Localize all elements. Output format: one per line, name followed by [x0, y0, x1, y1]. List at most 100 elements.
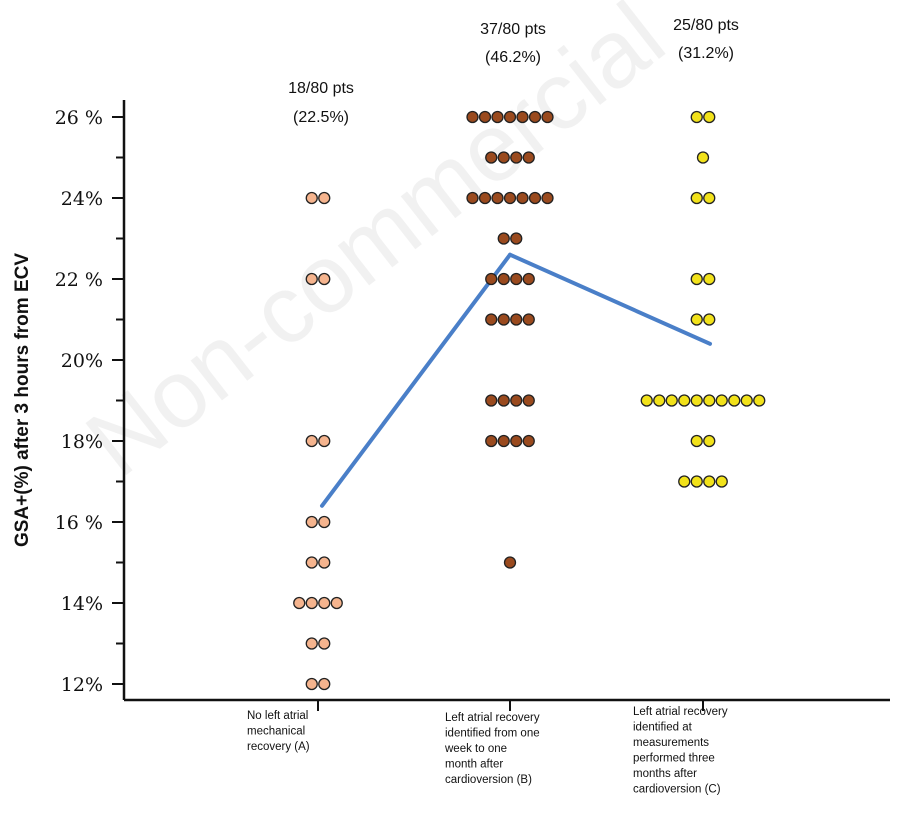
- watermark: Non-commercial: [67, 0, 684, 497]
- data-point: [510, 313, 523, 326]
- mean-line-segment: [508, 252, 712, 346]
- y-tick-label: 26 %: [55, 107, 103, 129]
- data-point: [478, 191, 492, 205]
- data-point: [503, 110, 517, 124]
- data-point: [478, 110, 492, 124]
- count-label: 37/80 pts: [480, 21, 546, 38]
- data-point: [690, 110, 703, 124]
- data-point: [690, 434, 703, 448]
- mean-line: [320, 252, 712, 508]
- data-point: [690, 394, 703, 407]
- data-point: [703, 313, 716, 326]
- data-point: [318, 637, 331, 650]
- data-point: [497, 313, 510, 326]
- data-point: [703, 110, 716, 124]
- y-ticks: 12% 14% 16 % 18% 20% 22 % 24% 26 %: [55, 107, 124, 696]
- data-point: [305, 515, 318, 529]
- y-tick-label: 18%: [61, 431, 103, 453]
- data-point: [690, 272, 703, 286]
- data-point: [305, 637, 318, 650]
- data-point: [318, 677, 331, 691]
- data-point: [522, 151, 535, 164]
- data-point: [491, 110, 504, 124]
- data-point: [485, 151, 498, 164]
- data-point: [503, 191, 517, 205]
- count-label: 18/80 pts: [288, 80, 354, 97]
- category-label: week to one: [444, 743, 507, 755]
- count-label: (22.5%): [293, 109, 349, 126]
- data-point: [522, 434, 535, 448]
- data-point: [305, 596, 318, 610]
- data-point: [485, 272, 498, 286]
- category-label: identified from one: [445, 728, 540, 740]
- data-point: [503, 556, 517, 569]
- data-point: [318, 596, 331, 610]
- data-point: [318, 272, 331, 286]
- y-axis-title: GSA+(%) after 3 hours from ECV: [12, 253, 33, 547]
- data-point: [318, 191, 331, 205]
- data-point: [485, 313, 498, 326]
- mean-line-segment: [320, 252, 512, 508]
- data-point: [690, 191, 703, 205]
- y-tick-label: 16 %: [55, 512, 103, 534]
- data-point: [510, 434, 523, 448]
- data-point: [466, 191, 479, 205]
- data-point: [528, 191, 542, 205]
- count-labels: 18/80 pts (22.5%) 37/80 pts (46.2%) 25/80 pt…: [288, 17, 739, 126]
- category-label: identified at: [633, 722, 693, 734]
- y-tick-label: 24%: [61, 188, 103, 210]
- count-label: (31.2%): [678, 45, 734, 62]
- data-point: [522, 394, 535, 407]
- data-point: [528, 110, 542, 124]
- data-point: [318, 515, 331, 529]
- data-point: [665, 394, 678, 407]
- data-point: [715, 475, 728, 488]
- data-point: [690, 475, 703, 488]
- category-label: month after: [445, 759, 503, 771]
- category-label: Left atrial recovery: [633, 706, 728, 718]
- data-point: [703, 191, 716, 205]
- data-point: [305, 272, 318, 286]
- data-point: [485, 434, 498, 448]
- data-point: [305, 434, 318, 448]
- data-point: [330, 596, 343, 610]
- data-point: [715, 394, 728, 407]
- data-point: [305, 191, 318, 205]
- data-point: [541, 191, 554, 205]
- data-point: [318, 556, 331, 569]
- data-point: [491, 191, 504, 205]
- data-point: [541, 110, 554, 124]
- data-point: [653, 394, 666, 407]
- y-tick-label: 20%: [61, 350, 103, 372]
- data-point: [516, 191, 529, 205]
- data-point: [522, 313, 535, 326]
- y-tick-label: 22 %: [55, 269, 103, 291]
- category-labels: No left atrial mechanical recovery (A) Left…: [247, 706, 728, 796]
- data-point: [293, 596, 306, 610]
- data-point: [318, 434, 331, 448]
- data-point: [728, 394, 741, 407]
- data-point: [696, 151, 710, 164]
- data-point: [703, 475, 716, 488]
- data-point: [703, 434, 716, 448]
- data-point: [678, 394, 691, 407]
- data-point: [497, 151, 510, 164]
- data-point: [305, 556, 318, 569]
- category-label: cardioversion (C): [633, 784, 721, 796]
- data-point: [703, 272, 716, 286]
- data-point: [703, 394, 716, 407]
- category-label: recovery (A): [247, 741, 310, 753]
- data-point: [510, 151, 523, 164]
- watermark-text: Non-commercial: [67, 0, 684, 497]
- data-point: [516, 110, 529, 124]
- data-point: [497, 434, 510, 448]
- count-label: (46.2%): [485, 49, 541, 66]
- y-tick-label: 14%: [61, 593, 103, 615]
- data-point: [510, 394, 523, 407]
- category-label: cardioversion (B): [445, 774, 532, 786]
- data-point: [690, 313, 703, 326]
- data-point: [497, 232, 510, 245]
- data-point: [497, 394, 510, 407]
- data-point: [740, 394, 753, 407]
